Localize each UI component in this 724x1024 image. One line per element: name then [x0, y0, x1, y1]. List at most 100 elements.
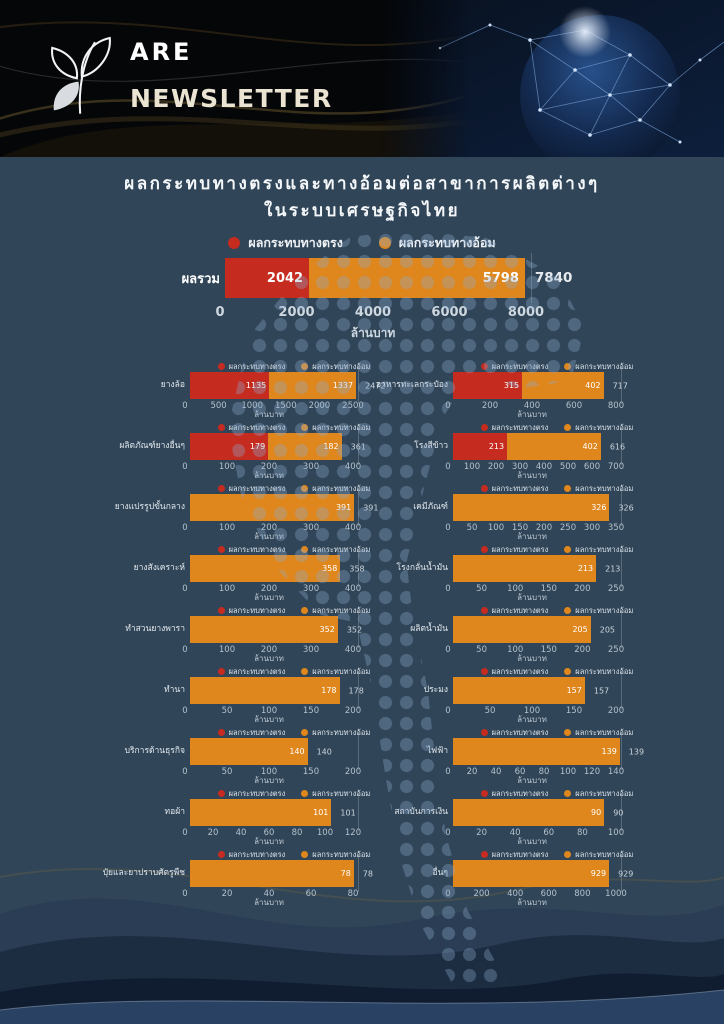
- axis-tick-label: 60: [305, 889, 317, 899]
- axis-tick-label: 250: [607, 645, 625, 655]
- axis-tick-label: 50: [466, 523, 478, 533]
- stacked-bar-chart: ผลกระทบทางตรง ผลกระทบทางอ้อม เคมีภัณฑ์ 326 3…: [360, 483, 666, 544]
- axis-tick-label: 150: [511, 523, 529, 533]
- stacked-bar-chart: ผลกระทบทางตรง ผลกระทบทางอ้อม บริการด้านธุร…: [40, 727, 403, 788]
- axis-max-gridline: [358, 794, 359, 831]
- chart-legend: ผลกระทบทางตรง ผลกระทบทางอ้อม: [448, 727, 666, 738]
- legend-direct-label: ผลกระทบทางตรง: [228, 605, 286, 615]
- legend-indirect-dot-icon: [564, 790, 572, 797]
- axis-tick-label: 8000: [507, 305, 545, 320]
- axis-max-gridline: [621, 550, 622, 587]
- stacked-bar-chart: ผลกระทบทางตรง ผลกระทบทางอ้อม ทอผ้า 101 101 0 2…: [40, 788, 403, 849]
- bar-value-indirect: 140: [289, 747, 305, 756]
- bar-segment-direct: 315: [453, 372, 523, 399]
- axis-unit-label: ล้านบาท: [254, 654, 284, 663]
- chart-legend: ผลกระทบทางตรง ผลกระทบทางอ้อม: [448, 483, 666, 494]
- axis-max-gridline: [358, 672, 359, 709]
- chart-bar-row: ยางล้อ 1135 1337 2472: [40, 367, 403, 404]
- axis-tick-label: 60: [263, 828, 275, 838]
- legend-indirect-label: ผลกระทบทางอ้อม: [575, 544, 634, 554]
- axis-tick-label: 0: [215, 305, 225, 320]
- axis-tick-label: 100: [507, 645, 524, 655]
- legend-indirect-dot-icon: [301, 851, 309, 858]
- charts-column-right: ผลกระทบทางตรง ผลกระทบทางอ้อม อาหารทะเลกระป…: [360, 361, 666, 910]
- legend-indirect-label: ผลกระทบทางอ้อม: [312, 727, 371, 737]
- legend-direct: ผลกระทบทางตรง: [480, 666, 548, 678]
- bar-value-direct: 1135: [245, 381, 267, 390]
- axis-max-gridline: [358, 367, 359, 404]
- bar-value-indirect: 157: [566, 686, 582, 695]
- chart-bar-row: ทำนา 178 178: [40, 672, 403, 709]
- legend-indirect: ผลกระทบทางอ้อม: [301, 483, 370, 495]
- axis-ticks: 0 50 100 150 200 250: [445, 643, 624, 655]
- legend-indirect-label: ผลกระทบทางอ้อม: [312, 483, 371, 493]
- axis-tick-label: 0: [182, 462, 188, 472]
- axis-tick-label: 40: [235, 828, 247, 838]
- chart-category-label: ทำสวนยางพารา: [125, 623, 185, 634]
- axis-tick-label: 200: [607, 706, 625, 716]
- chart-legend: ผลกระทบทางตรง ผลกระทบทางอ้อม: [185, 849, 403, 860]
- axis-tick-label: 100: [507, 584, 524, 594]
- bar-segment-indirect: 402: [522, 372, 604, 399]
- brand-name: ARE: [130, 38, 193, 66]
- axis-tick-label: 700: [607, 462, 625, 472]
- axis-unit-label: ล้านบาท: [517, 593, 547, 602]
- bar-total-value: 352: [346, 625, 363, 634]
- chart-legend: ผลกระทบทางตรง ผลกระทบทางอ้อม: [448, 422, 666, 433]
- chart-bar-row: โรงสีข้าว 213 402 616: [360, 428, 666, 465]
- stacked-bar: 213 402: [453, 433, 601, 460]
- axis-tick-label: 20: [476, 828, 488, 838]
- bar-total-value: 139: [628, 747, 645, 756]
- bar-value-indirect: 78: [340, 869, 351, 878]
- chart-plot-area: 178 178: [190, 672, 364, 709]
- chart-plot-area: 326 326: [453, 489, 634, 526]
- axis-tick-label: 0: [182, 401, 188, 411]
- bar-segment-indirect: 90: [453, 799, 605, 826]
- axis-tick-label: 150: [540, 584, 557, 594]
- chart-legend: ผลกระทบทางตรง ผลกระทบทางอ้อม: [448, 361, 666, 372]
- axis-tick-label: 300: [302, 584, 320, 594]
- axis-tick-label: 150: [302, 767, 320, 777]
- axis-tick-label: 50: [476, 645, 488, 655]
- axis-tick-label: 100: [218, 584, 236, 594]
- infographic-body: ผลกระทบทางตรงและทางอ้อมต่อสาขาการผลิตต่า…: [0, 157, 724, 1024]
- stacked-bar: 157: [453, 677, 585, 704]
- axis-unit-label: ล้านบาท: [517, 532, 547, 541]
- axis-max-gridline: [621, 672, 622, 709]
- legend-indirect-dot-icon: [301, 729, 309, 736]
- bar-value-indirect: 90: [591, 808, 602, 817]
- axis-tick-label: 1000: [241, 401, 264, 411]
- bar-total-value: 205: [599, 625, 616, 634]
- axis-tick-label: 80: [576, 828, 588, 838]
- axis-tick-label: 0: [182, 523, 188, 533]
- axis-tick-label: 300: [302, 523, 320, 533]
- legend-indirect: ผลกระทบทางอ้อม: [564, 483, 633, 495]
- stacked-bar: 139: [453, 738, 620, 765]
- chart-plot-area: 179 182 361: [190, 428, 366, 465]
- axis-ticks: 0 50 100 150 200: [182, 704, 361, 716]
- chart-category-label: ผลิตภัณฑ์ยางอื่นๆ: [119, 440, 185, 451]
- stacked-bar-chart: ผลกระทบทางตรง ผลกระทบทางอ้อม ปุ๋ยและยาปราบ…: [40, 849, 403, 910]
- brand-logo: ARE NEWSLETTER: [44, 26, 333, 124]
- axis-ticks: 0 50 100 150 200: [182, 765, 361, 777]
- axis-tick-label: 50: [221, 767, 233, 777]
- bar-value-indirect: 139: [601, 747, 617, 756]
- axis-tick-label: 100: [523, 706, 541, 716]
- legend-direct-label: ผลกระทบทางตรง: [491, 788, 549, 798]
- bar-segment-direct: 179: [190, 433, 269, 460]
- legend-indirect: ผลกระทบทางอ้อม: [301, 788, 370, 800]
- axis-tick-label: 100: [218, 462, 236, 472]
- legend-direct: ผลกระทบทางตรง: [480, 605, 548, 617]
- legend-indirect-dot-icon: [564, 851, 572, 858]
- bar-value-indirect: 1337: [332, 381, 354, 390]
- legend-direct: ผลกระทบทางตรง: [480, 727, 548, 739]
- legend-direct-label: ผลกระทบทางตรง: [228, 422, 286, 432]
- legend-direct-label: ผลกระทบทางตรง: [491, 849, 549, 859]
- legend-direct-dot-icon: [480, 851, 488, 858]
- bar-segment-indirect: 140: [190, 738, 308, 765]
- chart-bar-row: ไฟฟ้า 139 139: [360, 733, 666, 770]
- axis-tick-label: 20: [207, 828, 219, 838]
- bar-value-indirect: 213: [577, 564, 594, 573]
- chart-plot-area: 157 157: [453, 672, 622, 709]
- axis-tick-label: 60: [514, 767, 526, 777]
